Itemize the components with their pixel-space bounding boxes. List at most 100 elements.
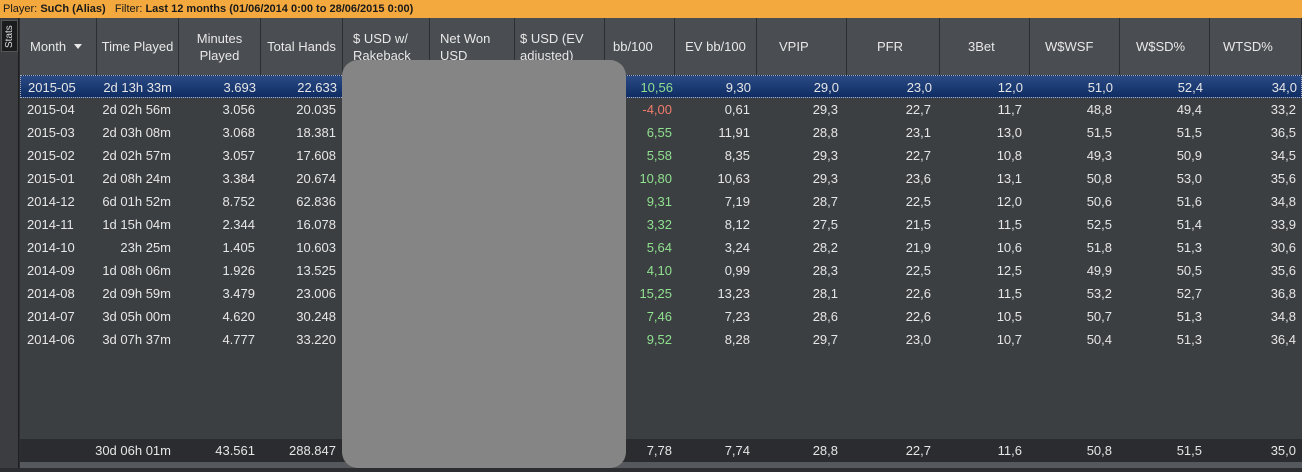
column-header-label: WTSD% [1223, 39, 1273, 54]
column-header-minutes-played[interactable]: Minutes Played [179, 18, 261, 75]
cell-total-hands: 23.006 [296, 286, 336, 301]
cell-ev-bb100: 9,30 [725, 80, 751, 95]
column-header-label: Time Played [101, 39, 174, 54]
cell-wwsf: 49,3 [1086, 148, 1112, 163]
cell-vpip: 28,6 [812, 309, 838, 324]
column-header-bb100[interactable]: bb/100 [605, 18, 675, 75]
table-row[interactable]: 2014-12 6d 01h 52m 8.752 62.836 9,31 7,19 28,7… [20, 190, 1302, 213]
player-name[interactable]: SuCh (Alias) [40, 3, 106, 15]
cell-minutes-played: 3.056 [222, 102, 255, 117]
table-row[interactable]: 2014-07 3d 05h 00m 4.620 30.248 7,46 7,23 28,6… [20, 305, 1302, 328]
cell-bb100: 3,32 [646, 217, 672, 232]
column-header-month[interactable]: Month [20, 18, 97, 75]
cell-vpip: 29,3 [812, 102, 838, 117]
cell-month: 2015-02 [27, 148, 75, 163]
column-header-label: PFR [877, 39, 903, 54]
column-header-usd-ev[interactable]: $ USD (EV adjusted) [515, 18, 605, 75]
column-header-label: VPIP [779, 39, 809, 54]
cell-pfr: 22,6 [905, 286, 931, 301]
column-header-vpip[interactable]: VPIP [757, 18, 847, 75]
totals-row: 30d 06h 01m 43.561 288.847 7,78 7,74 28,8 22,7… [20, 439, 1302, 462]
column-header-usd-rakeback[interactable]: $ USD w/ Rakeback [343, 18, 430, 75]
column-header-wtsd[interactable]: WTSD% [1210, 18, 1302, 75]
column-header-time-played[interactable]: Time Played [97, 18, 179, 75]
filter-value[interactable]: Last 12 months (01/06/2014 0:00 to 28/06… [145, 3, 414, 15]
cell-month: 2015-05 [28, 80, 76, 95]
filter-bar: Player: SuCh (Alias) Filter: Last 12 mon… [0, 0, 1302, 18]
cell-ev-bb100: 8,12 [724, 217, 750, 232]
column-header-threebet[interactable]: 3Bet [940, 18, 1030, 75]
cell-threebet: 10,7 [996, 332, 1022, 347]
cell-time-played: 2d 08h 24m [102, 171, 171, 186]
column-header-ev-bb100[interactable]: EV bb/100 [675, 18, 757, 75]
cell-wwsf: 51,8 [1086, 240, 1112, 255]
cell-ev-bb100: 10,63 [717, 171, 750, 186]
column-header-label: Month [30, 39, 67, 54]
horizontal-scrollbar[interactable] [20, 462, 1302, 468]
side-panel: Stats [0, 18, 19, 468]
cell-wsd: 51,5 [1176, 443, 1202, 458]
cell-ev-bb100: 0,61 [724, 102, 750, 117]
table-row[interactable]: 2015-03 2d 03h 08m 3.068 18.381 6,55 11,91 28,… [20, 121, 1302, 144]
cell-pfr: 22,6 [905, 309, 931, 324]
column-header-net-won[interactable]: Net Won USD [430, 18, 515, 75]
cell-pfr: 22,7 [905, 148, 931, 163]
cell-minutes-played: 1.405 [222, 240, 255, 255]
cell-wtsd: 34,0 [1271, 80, 1297, 95]
cell-wwsf: 50,7 [1086, 309, 1112, 324]
table-row[interactable]: 2014-10 23h 25m 1.405 10.603 5,64 3,24 28,2 21,… [20, 236, 1302, 259]
cell-minutes-played: 2.344 [222, 217, 255, 232]
cell-month: 2014-12 [27, 194, 75, 209]
cell-pfr: 22,5 [905, 263, 931, 278]
cell-pfr: 22,5 [905, 194, 931, 209]
cell-wsd: 53,0 [1176, 171, 1202, 186]
column-header-total-hands[interactable]: Total Hands [261, 18, 343, 75]
cell-wsd: 52,4 [1177, 80, 1203, 95]
table-row[interactable]: 2015-02 2d 02h 57m 3.057 17.608 5,58 8,35 29,3… [20, 144, 1302, 167]
stats-grid: Month Time Played Minutes Played Total Hand… [20, 18, 1302, 468]
cell-month: 2015-04 [27, 102, 75, 117]
cell-time-played: 1d 15h 04m [102, 217, 171, 232]
table-row[interactable]: 2015-01 2d 08h 24m 3.384 20.674 10,80 10,63 29… [20, 167, 1302, 190]
cell-wwsf: 48,8 [1086, 102, 1112, 117]
cell-month: 2014-08 [27, 286, 75, 301]
table-row[interactable]: 2014-08 2d 09h 59m 3.479 23.006 15,25 13,23 28… [20, 282, 1302, 305]
cell-bb100: 15,25 [639, 286, 672, 301]
cell-time-played: 2d 03h 08m [102, 125, 171, 140]
cell-bb100: -4,00 [642, 102, 672, 117]
cell-wtsd: 35,6 [1270, 263, 1296, 278]
column-header-wsd[interactable]: W$SD% [1120, 18, 1210, 75]
cell-pfr: 23,1 [905, 125, 931, 140]
cell-time-played: 30d 06h 01m [95, 443, 171, 458]
grid-header: Month Time Played Minutes Played Total Hand… [20, 18, 1302, 75]
cell-bb100: 10,56 [640, 80, 673, 95]
sort-desc-arrow-icon[interactable] [74, 44, 83, 49]
table-row[interactable]: 2015-04 2d 02h 56m 3.056 20.035 -4,00 0,61 29,… [20, 98, 1302, 121]
cell-minutes-played: 8.752 [222, 194, 255, 209]
cell-wtsd: 33,2 [1270, 102, 1296, 117]
cell-minutes-played: 4.620 [222, 309, 255, 324]
column-header-wwsf[interactable]: W$WSF [1030, 18, 1120, 75]
cell-time-played: 2d 02h 56m [102, 102, 171, 117]
cell-total-hands: 22.633 [297, 80, 337, 95]
stats-tab[interactable]: Stats [1, 20, 18, 52]
column-header-label: W$WSF [1045, 39, 1094, 54]
cell-total-hands: 62.836 [296, 194, 336, 209]
table-row[interactable]: 2014-06 3d 07h 37m 4.777 33.220 9,52 8,28 29,7… [20, 328, 1302, 351]
cell-vpip: 28,2 [812, 240, 838, 255]
cell-total-hands: 288.847 [289, 443, 336, 458]
cell-pfr: 22,7 [905, 443, 931, 458]
table-row[interactable]: 2014-09 1d 08h 06m 1.926 13.525 4,10 0,99 28,3… [20, 259, 1302, 282]
cell-month: 2014-06 [27, 332, 75, 347]
cell-threebet: 10,6 [996, 240, 1022, 255]
cell-wsd: 50,5 [1176, 263, 1202, 278]
cell-vpip: 28,7 [812, 194, 838, 209]
cell-wwsf: 50,8 [1086, 443, 1112, 458]
table-row[interactable]: 2015-05 2d 13h 33m 3.693 22.633 10,56 9,30 29,… [20, 75, 1302, 98]
column-header-label: Net Won USD [440, 30, 491, 63]
cell-vpip: 29,0 [813, 80, 839, 95]
table-row[interactable]: 2014-11 1d 15h 04m 2.344 16.078 3,32 8,12 27,5… [20, 213, 1302, 236]
cell-time-played: 6d 01h 52m [102, 194, 171, 209]
cell-total-hands: 20.674 [296, 171, 336, 186]
column-header-pfr[interactable]: PFR [847, 18, 940, 75]
